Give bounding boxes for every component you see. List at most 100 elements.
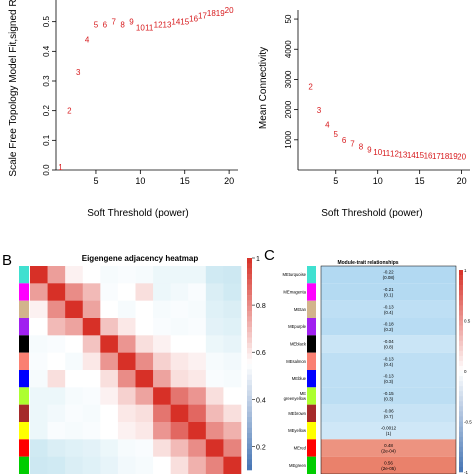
heatmap-cell xyxy=(170,266,189,284)
data-point-label: 16 xyxy=(424,152,433,161)
data-point-label: 10 xyxy=(136,24,145,33)
heatmap-cell xyxy=(205,266,224,284)
module-color-swatch xyxy=(19,404,29,422)
heatmap-cell xyxy=(30,352,48,371)
heatmap-cell xyxy=(100,300,119,319)
heatmap-cell xyxy=(135,318,154,336)
correlation-cell xyxy=(321,300,456,318)
colorbar-segment xyxy=(247,263,252,269)
heatmap-cell xyxy=(135,352,154,371)
heatmap-cell xyxy=(30,335,48,353)
colorbar-segment xyxy=(459,381,463,387)
module-label: MEbrown xyxy=(288,411,306,416)
heatmap-cell xyxy=(205,370,224,388)
scale-free-fit-plot: Scale Free Topology Model Fit,signed R S… xyxy=(8,0,238,219)
heatmap-cell xyxy=(82,404,101,423)
data-point-label: 15 xyxy=(180,18,189,27)
heatmap-cell xyxy=(100,283,119,301)
heatmap-cell xyxy=(65,300,84,319)
module-color-swatch xyxy=(307,387,316,405)
colorbar-segment xyxy=(459,320,463,326)
heatmap-cell xyxy=(188,352,207,371)
heatmap-cell xyxy=(170,335,189,353)
colorbar-segment xyxy=(247,305,252,312)
module-color-swatch xyxy=(19,335,29,353)
heatmap-cell xyxy=(117,456,136,474)
heatmap-cell xyxy=(170,456,189,474)
p-value: (0.4) xyxy=(384,362,394,367)
module-color-swatch xyxy=(19,283,29,301)
heatmap-cell xyxy=(100,422,119,440)
colorbar-segment xyxy=(459,360,463,367)
heatmap-cell xyxy=(117,370,136,388)
correlation-value: -0.13 xyxy=(383,374,394,379)
heatmap-cell xyxy=(65,283,84,301)
module-label: MEpurple xyxy=(288,324,307,329)
correlation-value: -0.13 xyxy=(383,304,394,309)
module-label: MEyellow xyxy=(288,428,307,433)
colorbar-segment xyxy=(459,325,463,331)
heatmap-cell xyxy=(65,266,84,284)
heatmap-cell xyxy=(47,283,66,301)
colorbar-segment xyxy=(459,466,463,473)
data-point-label: 8 xyxy=(120,21,125,30)
y-tick-label: 2000 xyxy=(284,100,293,118)
correlation-cell xyxy=(321,266,456,284)
correlation-cell xyxy=(321,335,456,353)
y-tick-label: 0.0 xyxy=(42,164,51,176)
heatmap-cell xyxy=(30,422,48,440)
data-point-label: 3 xyxy=(76,68,81,77)
colorbar-tick-label: 1 xyxy=(464,268,467,273)
colorbar: 1 0.5 0 -0.5 -1 xyxy=(459,268,472,474)
heatmap-cell xyxy=(223,456,242,474)
colorbar-segment xyxy=(247,369,252,375)
colorbar-segment xyxy=(247,411,252,418)
module-color-swatch xyxy=(19,422,29,440)
heatmap-cell xyxy=(153,370,171,388)
x-axis-label: Soft Threshold (power) xyxy=(321,208,423,219)
y-tick-label: 0.1 xyxy=(42,134,51,146)
heatmap-cell xyxy=(223,404,242,423)
heatmap-cell xyxy=(153,456,171,474)
heatmap-cell xyxy=(153,318,171,336)
colorbar-segment xyxy=(459,436,463,442)
heatmap-cell xyxy=(170,352,189,371)
colorbar-segment xyxy=(247,348,252,354)
heatmap-cell xyxy=(135,456,154,474)
correlation-cell xyxy=(321,318,456,336)
heatmap-cell xyxy=(153,335,171,353)
heatmap-cell xyxy=(170,387,189,405)
colorbar-segment xyxy=(459,345,463,352)
heatmap-cell xyxy=(47,404,66,423)
data-point-label: 20 xyxy=(457,152,466,161)
heatmap-cell xyxy=(117,387,136,405)
data-point-label: 1 xyxy=(58,163,63,172)
module-color-swatch xyxy=(307,370,316,388)
correlation-cell xyxy=(321,387,456,405)
p-value: (0.4) xyxy=(384,310,394,315)
heatmap-cell xyxy=(135,422,154,440)
colorbar-segment xyxy=(459,330,463,336)
data-point-label: 18 xyxy=(207,9,216,18)
heatmap-cell xyxy=(170,404,189,423)
panel-letter: C xyxy=(264,247,275,264)
heatmap-cell xyxy=(205,456,224,474)
correlation-value: -0.18 xyxy=(383,322,394,327)
x-tick-label: 15 xyxy=(415,176,425,186)
module-color-swatch xyxy=(307,266,316,284)
heatmap-cell xyxy=(30,456,48,474)
heatmap-cell xyxy=(82,387,101,405)
colorbar-segment xyxy=(459,290,463,296)
y-tick-label: 0.5 xyxy=(42,16,51,28)
colorbar-segment xyxy=(459,446,463,453)
colorbar-segment xyxy=(459,285,463,291)
data-point-label: 3 xyxy=(317,106,322,115)
colorbar-segment xyxy=(247,268,252,275)
p-value: (0.7) xyxy=(384,414,394,419)
y-tick-label: 0.3 xyxy=(42,75,51,87)
x-tick-label: 15 xyxy=(180,176,190,186)
data-point-label: 17 xyxy=(198,12,207,21)
heatmap-cell xyxy=(135,300,154,319)
colorbar-segment xyxy=(247,300,252,306)
